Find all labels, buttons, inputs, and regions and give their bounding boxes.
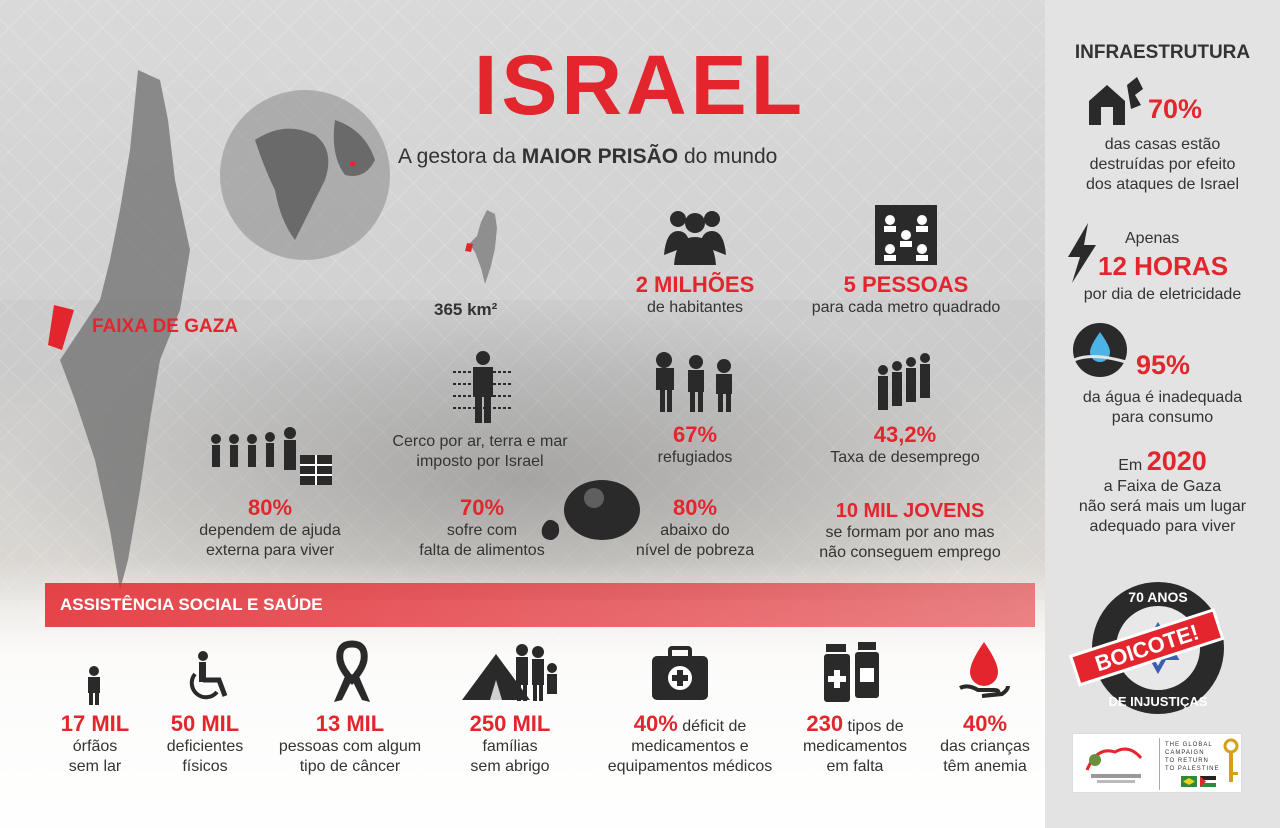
social-item-missing-drugs: 230 tipos de medicamentos em falta — [802, 711, 908, 775]
aid-line-icon — [211, 427, 332, 485]
small-map-icon — [465, 210, 497, 284]
electricity-prefix: Apenas — [1125, 230, 1180, 247]
youth-stat: 10 MIL JOVENS se formam por ano mas não … — [819, 500, 1001, 561]
blood-hand-icon — [959, 642, 1010, 698]
boycott-top-text: 70 ANOS — [1128, 589, 1187, 605]
queue-people-icon — [878, 353, 930, 410]
electricity-value: 12 HORAS — [1098, 251, 1229, 281]
houses-stat: das casas estão destruídas por efeito do… — [1086, 136, 1239, 193]
medkit-icon — [652, 646, 708, 700]
siege-stat: Cerco por ar, terra e mar imposto por Is… — [392, 433, 568, 470]
logo-divider — [1159, 738, 1160, 790]
unemployment-stat: 43,2% Taxa de desemprego — [830, 422, 980, 466]
water-value: 95% — [1136, 350, 1191, 380]
population-stat: 2 MILHÕES de habitantes — [635, 272, 755, 316]
refugees-stat: 67% refugiados — [657, 422, 733, 466]
social-band — [45, 583, 1035, 627]
aid-stat: 80% dependem de ajuda externa para viver — [199, 495, 341, 559]
page-subtitle: A gestora da MAIOR PRISÃO do mundo — [398, 145, 778, 168]
social-item-anemia: 40% das crianças têm anemia — [940, 711, 1030, 775]
right-logo-text: THE GLOBAL CAMPAIGN TO RETURN TO PALESTI… — [1165, 742, 1220, 772]
left-logo-icon — [1085, 747, 1143, 783]
density-stat: 5 PESSOAS para cada metro quadrado — [811, 272, 1001, 316]
child-icon — [88, 666, 100, 705]
crowd-background — [0, 300, 1045, 600]
tent-family-icon — [462, 644, 557, 701]
social-item-cancer: 13 MIL pessoas com algum tipo de câncer — [278, 711, 422, 775]
food-stat: 70% sofre com falta de alimentos — [419, 495, 545, 559]
future-stat: Em 2020 a Faixa de Gaza não será mais um… — [1078, 446, 1247, 535]
boycott-seal-icon: 70 ANOS DE INJUSTIÇAS BOICOTE! — [1068, 582, 1225, 714]
houses-value: 70% — [1148, 94, 1203, 124]
social-item-medical-deficit: 40% déficit de medicamentos e equipament… — [607, 711, 773, 775]
gaza-label: FAIXA DE GAZA — [92, 316, 239, 337]
area-value: 365 km² — [434, 300, 498, 319]
page-title: ISRAEL — [473, 38, 807, 132]
water-drop-icon — [1073, 323, 1127, 377]
fenced-person-icon — [453, 351, 513, 423]
electricity-stat: por dia de eletricidade — [1083, 286, 1242, 303]
key-icon — [1223, 738, 1239, 782]
poverty-stat: 80% abaixo do nível de pobreza — [635, 495, 755, 559]
boycott-bottom-text: DE INJUSTIÇAS — [1109, 694, 1208, 709]
refugees-icon — [656, 352, 732, 412]
social-item-orphans: 17 MIL órfãos sem lar — [60, 711, 130, 775]
globe-icon — [220, 90, 390, 260]
social-band-label: ASSISTÊNCIA SOCIAL E SAÚDE — [60, 595, 323, 614]
grid-people-icon — [875, 205, 937, 265]
people-group-icon — [664, 211, 726, 265]
flags-icon — [1181, 776, 1216, 787]
israel-map-icon — [48, 70, 190, 590]
sidebar-title: INFRAESTRUTURA — [1074, 42, 1251, 63]
lightning-icon — [1068, 223, 1096, 283]
water-stat: da água é inadequada para consumo — [1082, 389, 1243, 426]
destroyed-house-icon — [1089, 77, 1143, 125]
social-item-disabled: 50 MIL deficientes físicos — [166, 711, 244, 775]
social-item-families: 250 MIL famílias sem abrigo — [469, 711, 551, 775]
medicine-bottles-icon — [824, 642, 879, 702]
hunger-icon — [541, 480, 640, 540]
wheelchair-icon — [189, 651, 228, 700]
sponsor-logos: THE GLOBAL CAMPAIGN TO RETURN TO PALESTI… — [1072, 733, 1242, 793]
ribbon-icon — [334, 640, 370, 702]
